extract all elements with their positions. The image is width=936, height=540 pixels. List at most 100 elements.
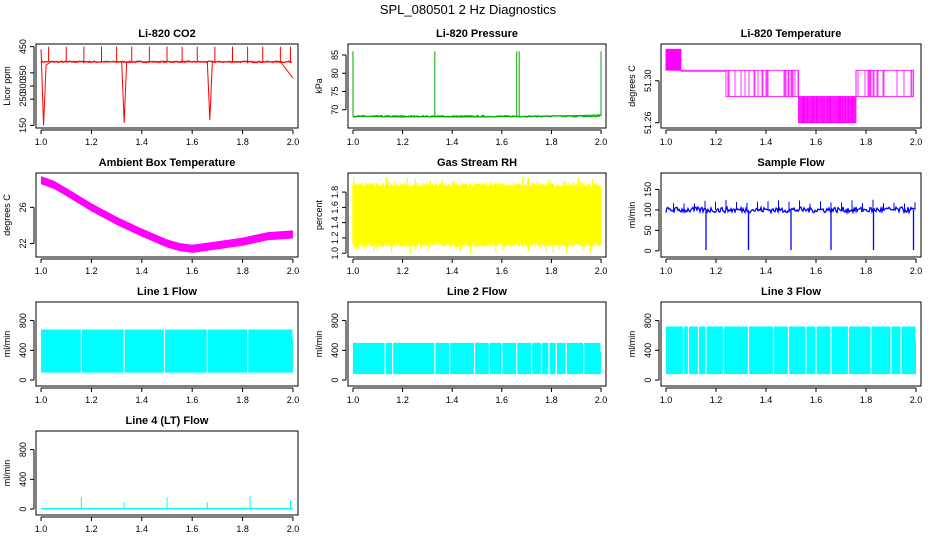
y-tick-label: 1.0 bbox=[330, 247, 340, 260]
x-tick-label: 1.4 bbox=[446, 395, 459, 405]
y-tick-label: 0 bbox=[330, 378, 340, 383]
x-tick-label: 1.4 bbox=[136, 395, 149, 405]
x-tick-label: 1.2 bbox=[85, 137, 98, 147]
chart-panel: Line 4 (LT) Flow ml/min 1.0 1.2 1.4 1.6 1.8 2.0… bbox=[2, 415, 299, 534]
chart-panel: Gas Stream RH percent 1.0 1.2 1.4 1.6 1.8 2.0 1.… bbox=[314, 157, 607, 276]
y-axis-label: ml/min bbox=[627, 331, 637, 358]
chart-panel: Sample Flow ml/min 1.0 1.2 1.4 1.6 1.8 2.0 0 50 10… bbox=[627, 157, 922, 276]
x-tick-label: 1.6 bbox=[810, 266, 823, 276]
plot-frame bbox=[660, 43, 922, 129]
data-layer bbox=[40, 46, 294, 126]
data-layer bbox=[41, 496, 293, 510]
y-axis-label: ml/min bbox=[314, 331, 324, 358]
data-layer bbox=[352, 51, 602, 119]
data-band bbox=[666, 49, 681, 71]
x-tick-label: 1.8 bbox=[236, 137, 249, 147]
x-tick-label: 1.2 bbox=[396, 137, 409, 147]
chart-title: Line 4 (LT) Flow bbox=[126, 415, 209, 427]
x-tick-label: 1.0 bbox=[660, 137, 673, 147]
y-axis-label: degrees C bbox=[627, 65, 637, 107]
x-tick-label: 1.2 bbox=[710, 266, 723, 276]
x-tick-label: 1.8 bbox=[860, 266, 873, 276]
y-tick-label: 0 bbox=[18, 507, 28, 512]
data-layer bbox=[41, 329, 294, 373]
plot-frame bbox=[35, 430, 299, 516]
x-tick-label: 1.0 bbox=[35, 524, 48, 534]
x-tick-label: 1.2 bbox=[710, 137, 723, 147]
data-layer bbox=[665, 199, 916, 251]
y-axis-label: degrees C bbox=[2, 194, 12, 236]
chart-panel: Li-820 Temperature degrees C 1.0 1.2 1.4 1.6 1… bbox=[627, 28, 922, 147]
y-tick-label: 250 bbox=[18, 92, 28, 107]
x-tick-label: 1.4 bbox=[760, 395, 773, 405]
y-tick-label: 150 bbox=[18, 118, 28, 133]
y-tick-label: 1.2 bbox=[330, 232, 340, 245]
chart-panel: Li-820 CO2 Licor ppm 1.0 1.2 1.4 1.6 1.8 2.0 150… bbox=[2, 28, 299, 147]
x-tick-label: 1.8 bbox=[236, 524, 249, 534]
x-tick-label: 1.2 bbox=[396, 266, 409, 276]
data-layer bbox=[41, 176, 293, 253]
chart-panel: Line 3 Flow ml/min 1.0 1.2 1.4 1.6 1.8 2.0 0 400 8… bbox=[627, 286, 922, 405]
data-layer bbox=[352, 342, 602, 375]
x-tick-label: 2.0 bbox=[287, 395, 300, 405]
y-tick-label: 75 bbox=[330, 86, 340, 96]
x-tick-label: 1.4 bbox=[760, 266, 773, 276]
plot-frame bbox=[347, 43, 607, 129]
x-tick-label: 1.2 bbox=[396, 395, 409, 405]
y-tick-label: 150 bbox=[643, 182, 653, 197]
y-tick-label: 800 bbox=[330, 313, 340, 328]
y-axis-label: ml/min bbox=[2, 331, 12, 358]
chart-title: Ambient Box Temperature bbox=[99, 157, 236, 169]
y-axis-label: kPa bbox=[314, 78, 324, 94]
x-tick-label: 1.0 bbox=[660, 395, 673, 405]
chart-title: Sample Flow bbox=[757, 157, 825, 169]
x-tick-label: 1.4 bbox=[136, 524, 149, 534]
y-tick-label: 70 bbox=[330, 105, 340, 115]
x-tick-label: 1.6 bbox=[186, 524, 199, 534]
data-line bbox=[352, 114, 602, 118]
x-tick-label: 2.0 bbox=[287, 137, 300, 147]
y-tick-label: 80 bbox=[330, 68, 340, 78]
plot-frame bbox=[35, 43, 299, 129]
x-tick-label: 1.2 bbox=[85, 266, 98, 276]
x-tick-label: 1.0 bbox=[347, 395, 360, 405]
y-tick-label: 400 bbox=[643, 343, 653, 358]
plot-frame bbox=[660, 301, 922, 387]
y-tick-label: 1.4 bbox=[330, 216, 340, 229]
chart-title: Line 2 Flow bbox=[447, 286, 507, 298]
x-tick-label: 1.0 bbox=[347, 137, 360, 147]
data-band bbox=[680, 69, 727, 72]
y-axis-label: percent bbox=[314, 199, 324, 230]
data-layer bbox=[666, 326, 917, 375]
x-tick-label: 1.0 bbox=[35, 137, 48, 147]
y-tick-label: 350 bbox=[18, 65, 28, 80]
y-tick-label: 0 bbox=[643, 378, 653, 383]
x-tick-label: 2.0 bbox=[910, 395, 923, 405]
y-axis-label: ml/min bbox=[627, 202, 637, 229]
data-band bbox=[666, 326, 916, 375]
y-tick-label: 0 bbox=[18, 378, 28, 383]
plot-frame bbox=[660, 172, 922, 258]
x-tick-label: 2.0 bbox=[910, 266, 923, 276]
data-band bbox=[352, 342, 602, 375]
x-tick-label: 1.8 bbox=[860, 137, 873, 147]
y-tick-label: 400 bbox=[18, 343, 28, 358]
x-tick-label: 1.4 bbox=[760, 137, 773, 147]
y-tick-label: 51.26 bbox=[643, 111, 653, 134]
data-band bbox=[798, 96, 856, 123]
chart-title: Li-820 Pressure bbox=[436, 28, 518, 40]
x-tick-label: 1.6 bbox=[810, 137, 823, 147]
x-tick-label: 1.4 bbox=[446, 137, 459, 147]
data-band bbox=[41, 176, 293, 253]
data-layer bbox=[352, 176, 602, 254]
data-layer bbox=[665, 48, 914, 124]
plot-frame bbox=[347, 172, 607, 258]
x-tick-label: 2.0 bbox=[910, 137, 923, 147]
x-tick-label: 1.4 bbox=[136, 266, 149, 276]
x-tick-label: 1.0 bbox=[35, 395, 48, 405]
x-tick-label: 1.2 bbox=[710, 395, 723, 405]
y-tick-label: 100 bbox=[643, 202, 653, 217]
y-tick-label: 0 bbox=[643, 248, 653, 253]
x-tick-label: 1.8 bbox=[236, 395, 249, 405]
